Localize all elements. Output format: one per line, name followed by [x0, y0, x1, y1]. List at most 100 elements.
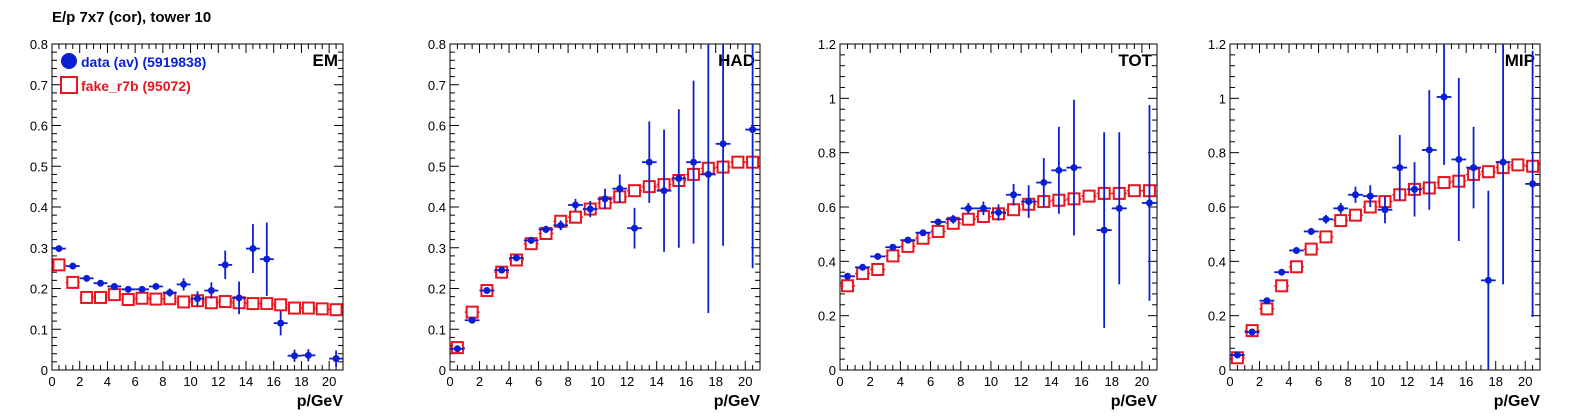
- x-axis-label: p/GeV: [1111, 393, 1158, 410]
- data-point: [453, 345, 461, 353]
- data-point: [1233, 351, 1241, 359]
- y-tick-label: 0.6: [818, 200, 836, 215]
- y-tick-label: 0: [1219, 363, 1226, 378]
- data-point: [1278, 268, 1286, 276]
- data-point: [1248, 328, 1256, 336]
- y-tick-label: 0.7: [428, 78, 446, 93]
- fake-point: [80, 290, 94, 304]
- panel-had: 0 2 4 6 8 10 12 14 16 18 20 0 0.1 0.2 0.3 0.4 0.5 0.6 0.7 0…: [428, 37, 761, 410]
- y-tick-label: 0.4: [818, 254, 836, 269]
- legend-label: fake_r7b (95072): [81, 78, 191, 94]
- x-tick-label: 4: [505, 374, 512, 389]
- data-point: [1263, 297, 1271, 305]
- data-point: [194, 295, 201, 303]
- y-tick-label: 1: [829, 91, 836, 106]
- x-tick-label: 8: [1344, 374, 1351, 389]
- data-point: [919, 229, 927, 237]
- panel-label: TOT: [1118, 51, 1152, 70]
- x-tick-label: 20: [322, 374, 336, 389]
- y-tick-label: 0.1: [428, 322, 446, 337]
- fake-point: [301, 301, 315, 315]
- data-point: [1100, 226, 1108, 234]
- y-tick-label: 0.2: [30, 282, 48, 297]
- fake-point: [1348, 208, 1362, 222]
- x-tick-label: 4: [104, 374, 111, 389]
- data-point: [1307, 227, 1315, 235]
- data-point: [1115, 204, 1123, 212]
- data-point: [277, 319, 285, 327]
- fake-point: [1304, 242, 1318, 256]
- x-tick-label: 6: [927, 374, 934, 389]
- fake-point: [52, 258, 66, 272]
- data-point: [979, 204, 987, 212]
- page-title: E/p 7x7 (cor), tower 10: [52, 9, 212, 26]
- panel-tot: 0 2 4 6 8 10 12 14 16 18 20 0 0.2 0.4 0.6 0.8 1 1.2 p/GeV T…: [818, 37, 1158, 410]
- data-point: [1440, 93, 1448, 101]
- fake-point: [107, 288, 121, 302]
- y-tick-label: 0: [829, 363, 836, 378]
- data-point: [263, 255, 271, 263]
- data-point: [83, 274, 91, 282]
- y-tick-label: 0.8: [818, 146, 836, 161]
- fake-point: [218, 295, 232, 309]
- y-tick-label: 0.7: [30, 78, 48, 93]
- x-tick-label: 10: [183, 374, 197, 389]
- data-point: [1025, 198, 1033, 206]
- data-point: [586, 205, 594, 213]
- fake-point: [1319, 230, 1333, 244]
- x-tick-label: 14: [1429, 374, 1443, 389]
- fake-point: [841, 279, 855, 293]
- data-point: [675, 174, 683, 182]
- x-tick-label: 6: [1315, 374, 1322, 389]
- y-tick-label: 0.6: [30, 119, 48, 134]
- x-tick-label: 14: [649, 374, 663, 389]
- x-tick-label: 18: [1488, 374, 1502, 389]
- fake-point: [288, 301, 301, 315]
- data-point: [645, 158, 653, 166]
- fake-point: [1260, 302, 1274, 316]
- panel-label: EM: [313, 51, 339, 70]
- y-tick-label: 0.8: [30, 37, 48, 52]
- panel-label: MIP: [1505, 51, 1535, 70]
- data-point: [498, 266, 506, 274]
- data-point: [631, 224, 639, 232]
- fake-point: [731, 155, 745, 169]
- fake-point: [315, 302, 329, 316]
- data-point: [1070, 164, 1078, 172]
- fake-point: [1437, 176, 1451, 190]
- x-tick-label: 0: [48, 374, 55, 389]
- y-tick-label: 0.3: [30, 241, 48, 256]
- data-point: [1470, 164, 1478, 172]
- data-point: [889, 243, 897, 251]
- fake-point: [961, 212, 975, 226]
- data-point: [542, 225, 550, 233]
- data-point: [1337, 204, 1345, 212]
- data-point: [995, 208, 1002, 216]
- x-tick-label: 12: [620, 374, 634, 389]
- fake-point: [121, 293, 135, 307]
- y-tick-label: 0.5: [30, 159, 48, 174]
- x-tick-label: 16: [1459, 374, 1473, 389]
- fake-point: [465, 305, 479, 319]
- y-tick-label: 0.6: [428, 119, 446, 134]
- x-tick-label: 12: [1400, 374, 1414, 389]
- legend-marker-data: [61, 53, 77, 69]
- data-point: [660, 187, 668, 195]
- fake-point: [628, 184, 642, 198]
- y-tick-label: 0.8: [428, 37, 446, 52]
- x-axis-label: p/GeV: [1494, 393, 1541, 410]
- x-tick-label: 10: [1370, 374, 1384, 389]
- x-tick-label: 12: [1014, 374, 1028, 389]
- legend-marker-fake: [60, 76, 78, 94]
- data-point: [1010, 191, 1018, 199]
- fake-point: [1007, 203, 1021, 217]
- x-tick-label: 6: [535, 374, 542, 389]
- fake-point: [886, 249, 900, 263]
- data-point: [249, 245, 257, 253]
- x-tick-label: 20: [1518, 374, 1532, 389]
- data-point: [601, 195, 609, 203]
- data-point: [1322, 215, 1330, 223]
- x-tick-label: 18: [294, 374, 308, 389]
- x-tick-label: 10: [984, 374, 998, 389]
